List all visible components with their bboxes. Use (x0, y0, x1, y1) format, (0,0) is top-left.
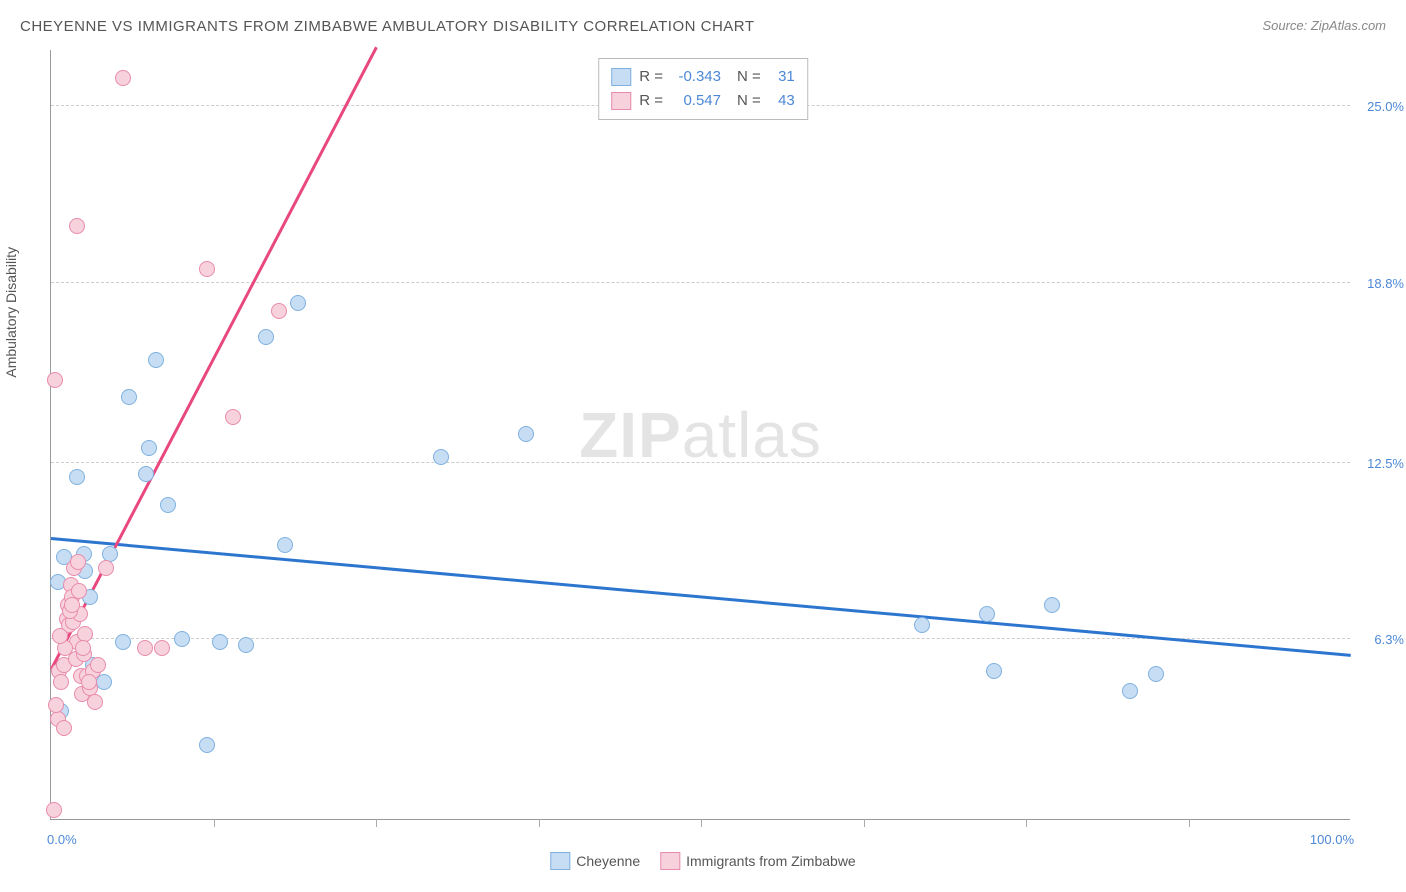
legend-swatch (660, 852, 680, 870)
x-tick (539, 819, 540, 827)
data-point (46, 802, 62, 818)
gridline (51, 282, 1350, 283)
legend-swatch (550, 852, 570, 870)
y-tick-label: 25.0% (1354, 99, 1404, 114)
r-label: R = (639, 89, 663, 113)
n-value: 43 (769, 89, 795, 113)
legend-series-item: Immigrants from Zimbabwe (660, 852, 856, 870)
data-point (225, 409, 241, 425)
data-point (1148, 666, 1164, 682)
r-label: R = (639, 65, 663, 89)
data-point (69, 218, 85, 234)
data-point (90, 657, 106, 673)
x-tick (376, 819, 377, 827)
legend-swatch (611, 68, 631, 86)
data-point (290, 295, 306, 311)
data-point (75, 640, 91, 656)
data-point (433, 449, 449, 465)
watermark: ZIPatlas (579, 398, 822, 472)
data-point (174, 631, 190, 647)
data-point (199, 737, 215, 753)
y-axis-label: Ambulatory Disability (3, 246, 19, 377)
data-point (47, 372, 63, 388)
data-point (1122, 683, 1138, 699)
source-attribution: Source: ZipAtlas.com (1262, 18, 1386, 33)
data-point (69, 469, 85, 485)
legend-series-label: Immigrants from Zimbabwe (686, 853, 856, 869)
data-point (87, 694, 103, 710)
data-point (258, 329, 274, 345)
data-point (199, 261, 215, 277)
x-tick (864, 819, 865, 827)
y-tick-label: 6.3% (1354, 632, 1404, 647)
data-point (138, 466, 154, 482)
legend-swatch (611, 92, 631, 110)
data-point (212, 634, 228, 650)
data-point (52, 628, 68, 644)
legend-series-label: Cheyenne (576, 853, 640, 869)
x-axis-max-label: 100.0% (1310, 832, 1354, 847)
watermark-light: atlas (682, 399, 822, 471)
y-tick-label: 12.5% (1354, 456, 1404, 471)
watermark-bold: ZIP (579, 399, 682, 471)
data-point (56, 720, 72, 736)
data-point (137, 640, 153, 656)
n-label: N = (737, 89, 761, 113)
gridline (51, 462, 1350, 463)
n-value: 31 (769, 65, 795, 89)
data-point (81, 674, 97, 690)
data-point (154, 640, 170, 656)
data-point (115, 70, 131, 86)
data-point (986, 663, 1002, 679)
data-point (238, 637, 254, 653)
data-point (914, 617, 930, 633)
chart-container: CHEYENNE VS IMMIGRANTS FROM ZIMBABWE AMB… (0, 0, 1406, 892)
y-tick-label: 18.8% (1354, 276, 1404, 291)
x-tick (214, 819, 215, 827)
data-point (96, 674, 112, 690)
data-point (53, 674, 69, 690)
chart-title: CHEYENNE VS IMMIGRANTS FROM ZIMBABWE AMB… (20, 18, 755, 35)
data-point (979, 606, 995, 622)
series-legend: Cheyenne Immigrants from Zimbabwe (550, 852, 855, 870)
trendline (50, 47, 377, 670)
legend-stat-row: R = 0.547 N = 43 (611, 89, 795, 113)
x-tick (1189, 819, 1190, 827)
r-value: -0.343 (671, 65, 721, 89)
legend-stat-row: R = -0.343 N = 31 (611, 65, 795, 89)
data-point (64, 597, 80, 613)
data-point (518, 426, 534, 442)
data-point (121, 389, 137, 405)
r-value: 0.547 (671, 89, 721, 113)
correlation-legend: R = -0.343 N = 31 R = 0.547 N = 43 (598, 58, 808, 120)
data-point (48, 697, 64, 713)
data-point (70, 554, 86, 570)
data-point (271, 303, 287, 319)
x-axis-min-label: 0.0% (47, 832, 77, 847)
data-point (148, 352, 164, 368)
x-tick (701, 819, 702, 827)
data-point (98, 560, 114, 576)
n-label: N = (737, 65, 761, 89)
data-point (160, 497, 176, 513)
legend-series-item: Cheyenne (550, 852, 640, 870)
data-point (1044, 597, 1060, 613)
x-tick (1026, 819, 1027, 827)
plot-area: Ambulatory Disability 0.0% 100.0% ZIPatl… (50, 50, 1350, 820)
data-point (277, 537, 293, 553)
data-point (141, 440, 157, 456)
data-point (115, 634, 131, 650)
